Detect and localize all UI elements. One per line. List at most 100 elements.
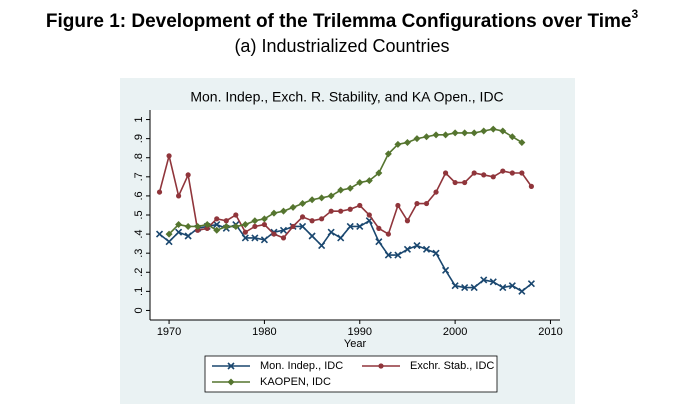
- marker: [260, 215, 268, 223]
- y-tick-label: .5: [133, 210, 145, 219]
- marker: [442, 170, 449, 176]
- marker: [327, 228, 335, 236]
- marker: [252, 223, 258, 230]
- x-tick-label: 1970: [157, 326, 181, 338]
- marker: [384, 251, 392, 259]
- marker: [480, 276, 488, 284]
- marker: [347, 206, 353, 212]
- y-tick-label: .4: [133, 229, 145, 238]
- marker: [404, 218, 411, 224]
- marker: [175, 228, 183, 236]
- series-line: [159, 219, 532, 293]
- marker: [519, 170, 525, 176]
- marker: [222, 222, 230, 230]
- marker: [490, 174, 496, 180]
- legend-label: KAOPEN, IDC: [260, 376, 331, 388]
- marker: [327, 192, 335, 200]
- marker: [346, 222, 354, 231]
- marker: [185, 172, 191, 178]
- marker: [309, 218, 315, 224]
- marker: [241, 221, 249, 229]
- y-tick-label: .6: [133, 191, 145, 200]
- x-tick-label: 2010: [538, 326, 562, 338]
- marker: [260, 236, 268, 244]
- marker: [518, 287, 526, 295]
- marker: [213, 226, 221, 234]
- marker: [261, 221, 268, 228]
- marker: [227, 362, 235, 370]
- y-tick-label: .8: [133, 153, 145, 162]
- marker: [337, 186, 345, 194]
- marker: [527, 280, 535, 288]
- marker: [270, 209, 278, 217]
- marker: [223, 218, 229, 224]
- marker: [166, 153, 172, 159]
- marker: [489, 278, 497, 286]
- marker: [279, 207, 287, 215]
- marker: [385, 231, 391, 237]
- marker: [155, 230, 164, 238]
- marker: [508, 133, 516, 141]
- marker: [176, 193, 182, 199]
- marker: [195, 227, 201, 233]
- legend-label: Mon. Indep., IDC: [260, 360, 343, 372]
- marker: [241, 234, 249, 242]
- marker: [376, 225, 382, 231]
- legend: [204, 355, 498, 393]
- marker: [279, 226, 288, 234]
- marker: [233, 212, 239, 218]
- marker: [251, 234, 259, 242]
- y-tick-label: 0: [133, 307, 145, 313]
- marker: [403, 245, 412, 253]
- legend-label: Exchr. Stab., IDC: [410, 360, 494, 372]
- marker: [318, 194, 326, 202]
- marker: [318, 241, 326, 250]
- marker: [442, 131, 450, 139]
- marker: [470, 129, 478, 137]
- marker: [481, 172, 487, 178]
- marker: [227, 378, 235, 386]
- x-tick-label: 1990: [348, 326, 372, 338]
- chart-subtitle: (a) Industrialized Countries: [234, 36, 449, 56]
- marker: [356, 179, 364, 187]
- x-tick-label: 2000: [443, 326, 467, 338]
- marker: [433, 189, 439, 195]
- marker: [337, 234, 345, 242]
- y-tick-label: .9: [133, 134, 145, 143]
- marker: [451, 282, 459, 290]
- marker: [251, 217, 259, 225]
- marker: [452, 179, 458, 186]
- marker: [414, 200, 420, 207]
- marker: [413, 241, 421, 250]
- marker: [328, 208, 334, 214]
- marker: [156, 189, 163, 195]
- marker: [509, 170, 515, 176]
- chart-title: Figure 1: Development of the Trilemma Co…: [46, 7, 639, 32]
- marker: [394, 140, 402, 148]
- marker: [395, 202, 401, 209]
- marker: [308, 196, 316, 204]
- plot-region: [150, 110, 560, 320]
- marker: [451, 129, 459, 137]
- marker: [442, 266, 450, 274]
- marker: [184, 222, 192, 230]
- marker: [413, 135, 421, 143]
- plot-title: Mon. Indep., Exch. R. Stability, and KA …: [190, 89, 503, 105]
- marker: [432, 131, 440, 139]
- marker: [204, 225, 210, 231]
- marker: [375, 238, 383, 246]
- title-main: Figure 1: Development of the Trilemma Co…: [46, 11, 632, 32]
- marker: [298, 222, 307, 231]
- marker: [499, 127, 507, 135]
- marker: [271, 231, 277, 237]
- marker: [508, 282, 516, 290]
- y-tick-label: .3: [133, 249, 145, 258]
- marker: [213, 220, 221, 229]
- marker: [528, 183, 534, 189]
- marker: [500, 168, 506, 174]
- marker: [299, 214, 306, 220]
- marker: [289, 203, 297, 211]
- marker: [319, 216, 325, 222]
